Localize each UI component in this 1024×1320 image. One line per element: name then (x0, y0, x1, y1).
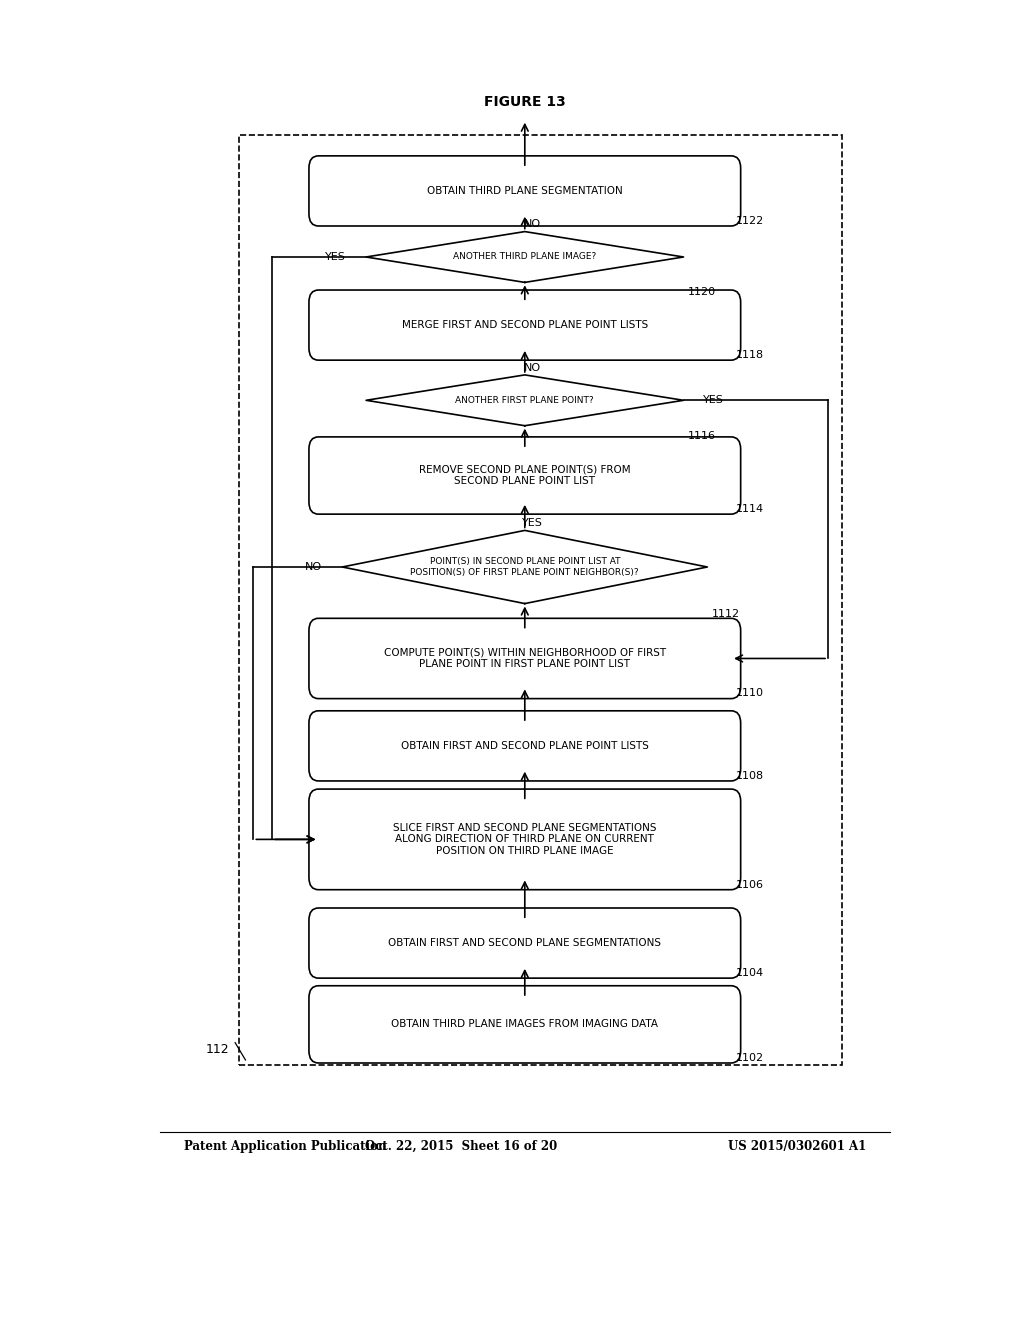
Text: ANOTHER FIRST PLANE POINT?: ANOTHER FIRST PLANE POINT? (456, 396, 594, 405)
Text: 1112: 1112 (712, 609, 740, 619)
Text: NO: NO (524, 219, 542, 230)
Text: SLICE FIRST AND SECOND PLANE SEGMENTATIONS
ALONG DIRECTION OF THIRD PLANE ON CUR: SLICE FIRST AND SECOND PLANE SEGMENTATIO… (393, 822, 656, 855)
FancyBboxPatch shape (309, 986, 740, 1063)
Text: NO: NO (524, 363, 542, 372)
Text: 1104: 1104 (736, 968, 764, 978)
Text: OBTAIN FIRST AND SECOND PLANE POINT LISTS: OBTAIN FIRST AND SECOND PLANE POINT LIST… (400, 741, 649, 751)
Text: OBTAIN THIRD PLANE IMAGES FROM IMAGING DATA: OBTAIN THIRD PLANE IMAGES FROM IMAGING D… (391, 1019, 658, 1030)
Text: NO: NO (305, 562, 323, 572)
Text: Oct. 22, 2015  Sheet 16 of 20: Oct. 22, 2015 Sheet 16 of 20 (366, 1140, 557, 1152)
FancyBboxPatch shape (309, 789, 740, 890)
Text: OBTAIN FIRST AND SECOND PLANE SEGMENTATIONS: OBTAIN FIRST AND SECOND PLANE SEGMENTATI… (388, 939, 662, 948)
Text: 1110: 1110 (736, 689, 764, 698)
Text: 1102: 1102 (736, 1053, 764, 1063)
FancyBboxPatch shape (309, 710, 740, 781)
FancyBboxPatch shape (309, 908, 740, 978)
Text: REMOVE SECOND PLANE POINT(S) FROM
SECOND PLANE POINT LIST: REMOVE SECOND PLANE POINT(S) FROM SECOND… (419, 465, 631, 486)
Text: 1120: 1120 (688, 288, 717, 297)
Text: POINT(S) IN SECOND PLANE POINT LIST AT
POSITION(S) OF FIRST PLANE POINT NEIGHBOR: POINT(S) IN SECOND PLANE POINT LIST AT P… (411, 557, 639, 577)
Text: US 2015/0302601 A1: US 2015/0302601 A1 (728, 1140, 866, 1152)
Text: 1114: 1114 (736, 504, 764, 513)
Text: YES: YES (703, 395, 724, 405)
Text: Patent Application Publication: Patent Application Publication (183, 1140, 386, 1152)
Text: YES: YES (522, 519, 543, 528)
Text: 1122: 1122 (736, 216, 764, 226)
Text: 112: 112 (206, 1043, 229, 1056)
Text: 1118: 1118 (736, 350, 764, 360)
FancyBboxPatch shape (309, 618, 740, 698)
FancyBboxPatch shape (309, 290, 740, 360)
Text: 1116: 1116 (688, 430, 716, 441)
Text: YES: YES (326, 252, 346, 261)
Text: COMPUTE POINT(S) WITHIN NEIGHBORHOOD OF FIRST
PLANE POINT IN FIRST PLANE POINT L: COMPUTE POINT(S) WITHIN NEIGHBORHOOD OF … (384, 648, 666, 669)
Text: ANOTHER THIRD PLANE IMAGE?: ANOTHER THIRD PLANE IMAGE? (454, 252, 596, 261)
FancyBboxPatch shape (309, 156, 740, 226)
Text: 1108: 1108 (736, 771, 764, 781)
Bar (240, 135, 843, 1065)
Text: MERGE FIRST AND SECOND PLANE POINT LISTS: MERGE FIRST AND SECOND PLANE POINT LISTS (401, 319, 648, 330)
Text: FIGURE 13: FIGURE 13 (484, 95, 565, 110)
Text: 1106: 1106 (736, 879, 764, 890)
Text: OBTAIN THIRD PLANE SEGMENTATION: OBTAIN THIRD PLANE SEGMENTATION (427, 186, 623, 195)
FancyBboxPatch shape (309, 437, 740, 515)
